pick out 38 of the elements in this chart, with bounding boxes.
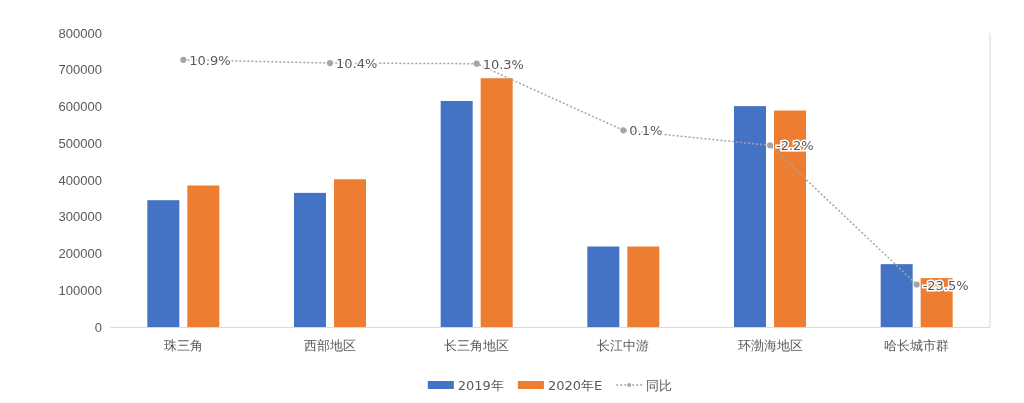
y-tick-label: 800000: [58, 25, 102, 41]
legend-label: 同比: [646, 378, 673, 393]
bar: [734, 106, 766, 327]
x-tick-label: 长江中游: [597, 338, 650, 354]
x-tick-label: 珠三角: [163, 338, 203, 354]
bar: [187, 185, 220, 327]
y-tick-label: 100000: [58, 282, 102, 298]
y-tick-label: 400000: [58, 172, 102, 188]
bar: [480, 78, 513, 327]
y-tick-label: 300000: [58, 209, 102, 225]
point: [766, 142, 774, 149]
data-label: 10.4%: [336, 56, 378, 72]
data-label: 0.1%: [629, 123, 663, 139]
x-tick-label: 西部地区: [304, 338, 356, 354]
bar: [440, 100, 473, 327]
x-tick-label: 长三角地区: [444, 338, 510, 354]
y-tick-label: 700000: [58, 62, 102, 78]
point: [180, 56, 187, 63]
y-tick-label: 500000: [58, 135, 102, 151]
data-label: 10.9%: [189, 52, 231, 68]
x-tick-label: 环渤海地区: [737, 338, 803, 354]
bar: [334, 179, 366, 327]
bar: [147, 200, 180, 327]
legend-label: 2020年E: [547, 378, 603, 393]
y-tick-label: 600000: [58, 99, 102, 115]
y-tick-label: 0: [94, 319, 102, 335]
point: [913, 281, 920, 288]
point: [326, 59, 334, 67]
bar: [587, 246, 620, 327]
point: [473, 60, 480, 67]
y-tick-label: 200000: [58, 246, 102, 262]
bar: [627, 246, 660, 327]
x-tick-label: 哈长城市群: [884, 338, 950, 354]
bar: [880, 264, 913, 327]
data-label: 10.3%: [482, 56, 524, 72]
bar: [294, 192, 326, 327]
legend-label: 2019年: [457, 378, 504, 393]
point: [620, 127, 627, 134]
